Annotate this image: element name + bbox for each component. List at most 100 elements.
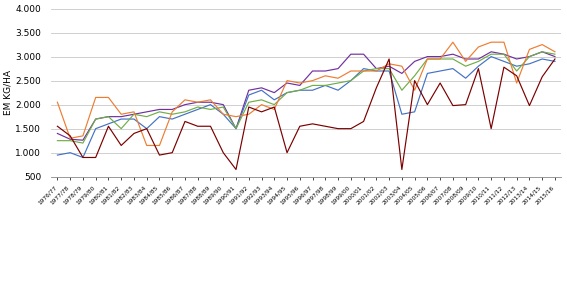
PR [488,40,494,44]
MS [513,64,520,68]
MT [67,138,74,141]
MT [169,108,176,111]
GO [79,141,86,145]
MT [373,67,380,70]
MS [130,117,137,121]
RS [220,151,227,154]
RS [450,104,456,107]
Line: MT: MT [57,52,555,140]
MT [526,55,533,58]
GO [232,127,239,130]
MT [207,101,214,104]
RS [513,74,520,78]
MS [437,69,443,73]
RS [118,144,125,147]
RS [539,75,545,78]
RS [54,125,61,128]
PR [462,60,469,63]
MT [105,115,112,118]
PR [450,40,456,44]
RS [181,120,188,123]
PR [322,74,329,78]
RS [399,168,405,171]
MT [118,115,125,118]
GO [105,115,112,118]
RS [105,125,112,128]
RS [92,156,99,159]
MT [297,84,303,87]
MT [475,57,482,61]
GO [462,64,469,68]
RS [207,125,214,128]
MS [79,156,86,159]
MS [399,113,405,116]
PR [513,81,520,85]
RS [322,125,329,128]
RS [424,103,431,106]
PR [181,98,188,101]
GO [335,81,341,85]
MT [220,103,227,106]
PR [526,48,533,51]
MT [424,55,431,58]
MT [284,81,290,85]
MT [143,110,150,113]
GO [386,67,392,70]
MS [526,62,533,66]
MS [232,127,239,130]
MS [450,67,456,70]
PR [143,144,150,147]
GO [437,57,443,61]
PR [424,57,431,61]
MT [54,132,61,135]
GO [526,55,533,58]
GO [348,79,354,82]
GO [130,113,137,116]
MT [360,52,367,56]
MS [143,127,150,130]
PR [373,69,380,73]
GO [450,57,456,61]
PR [156,144,163,147]
MT [79,139,86,142]
MT [437,55,443,58]
PR [399,64,405,68]
RS [386,57,392,61]
MT [488,50,494,54]
MS [67,151,74,154]
MT [411,60,418,63]
GO [411,74,418,78]
PR [220,113,227,116]
PR [54,101,61,104]
MT [399,72,405,75]
MS [194,108,201,111]
MT [513,57,520,61]
RS [246,105,252,109]
PR [348,69,354,73]
MS [169,117,176,121]
MS [539,57,545,61]
MT [194,101,201,104]
GO [92,117,99,121]
RS [309,122,316,126]
MS [411,110,418,113]
MT [539,50,545,54]
GO [258,98,265,101]
MS [284,91,290,94]
MT [258,86,265,89]
MT [552,55,558,58]
Line: PR: PR [57,42,555,145]
PR [411,89,418,92]
PR [335,76,341,80]
PR [360,69,367,73]
MS [246,93,252,97]
PR [169,110,176,113]
GO [309,84,316,87]
MT [335,67,341,70]
MT [156,108,163,111]
MS [181,113,188,116]
MS [501,60,507,63]
GO [399,89,405,92]
GO [424,57,431,61]
RS [462,103,469,106]
